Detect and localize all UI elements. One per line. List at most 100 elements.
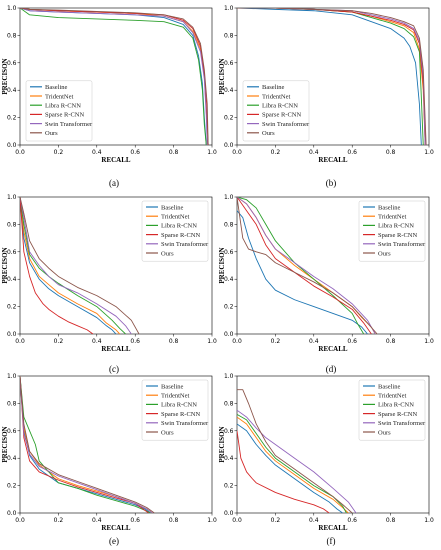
y-tick-label: 0.8 [7, 32, 17, 39]
y-tick-label: 0.2 [224, 304, 234, 311]
x-tick-label: 1.0 [207, 149, 217, 156]
series-line-baseline [20, 197, 117, 334]
x-tick-label: 0.4 [92, 338, 102, 345]
y-tick-label: 0.0 [224, 510, 234, 517]
panel-caption: (a) [109, 178, 119, 188]
y-tick-label: 0.0 [7, 331, 17, 338]
y-tick-label: 0.0 [7, 510, 17, 517]
legend-box [141, 200, 209, 262]
chart-panel-f: 0.0 0.2 0.4 0.6 0.8 1.0 0.0 0.2 0.4 0.6 0.8 1.0 RECA… [218, 373, 434, 546]
y-tick-label: 0.2 [224, 483, 234, 490]
y-tick-label: 0.4 [7, 276, 17, 283]
legend-entry: Libra R-CNN [161, 223, 197, 230]
legend-box [141, 379, 209, 441]
series-line-swin-transformer [237, 197, 376, 334]
legend-entry: Ours [161, 250, 174, 257]
series-line-sparse-r-cnn [237, 430, 330, 513]
x-tick-label: 0.0 [232, 338, 242, 345]
legend-entry: TridentNet [262, 93, 290, 100]
x-tick-label: 0.8 [386, 149, 396, 156]
legend-entry: Swin Transformer [378, 241, 426, 248]
legend: Baseline TridentNet Libra R-CNN Sparse R-CN… [141, 200, 209, 262]
x-tick-label: 0.0 [232, 149, 242, 156]
legend: Baseline TridentNet Libra R-CNN Sparse R-CN… [25, 80, 93, 142]
x-tick-label: 0.6 [347, 149, 357, 156]
legend-entry: Ours [45, 130, 58, 137]
legend-entry: Swin Transformer [161, 241, 209, 248]
legend-entry: Baseline [161, 383, 183, 390]
x-tick-label: 0.0 [15, 149, 25, 156]
chart-panel-c: 0.0 0.2 0.4 0.6 0.8 1.0 0.0 0.2 0.4 0.6 0.8 1.0 RECA… [1, 194, 217, 374]
y-tick-label: 0.4 [7, 455, 17, 462]
series-line-sparse-r-cnn [20, 376, 149, 513]
legend-entry: Libra R-CNN [161, 402, 197, 409]
y-axis-label: PRECISON [218, 58, 226, 94]
legend: Baseline TridentNet Libra R-CNN Sparse R-CN… [358, 379, 426, 441]
x-axis-label: RECALL [101, 524, 131, 532]
y-tick-label: 0.6 [7, 60, 17, 67]
x-tick-label: 0.2 [54, 149, 64, 156]
legend-box [25, 80, 93, 142]
x-tick-label: 0.8 [386, 338, 396, 345]
y-axis-label: PRECISON [218, 247, 226, 283]
legend-box [358, 200, 426, 262]
legend-box [242, 80, 310, 142]
x-tick-label: 0.2 [271, 517, 281, 524]
y-tick-label: 0.8 [7, 400, 17, 407]
panel-caption: (c) [109, 364, 119, 374]
series-line-libra-r-cnn [237, 413, 347, 513]
x-tick-label: 0.8 [169, 517, 179, 524]
series-line-ours [20, 376, 155, 513]
legend-entry: TridentNet [161, 393, 189, 400]
series-line-swin-transformer [20, 376, 153, 513]
series-line-tridentnet [237, 416, 349, 513]
x-axis-label: RECALL [101, 345, 131, 353]
series-line-libra-r-cnn [20, 376, 151, 513]
y-tick-label: 0.0 [224, 142, 234, 149]
y-tick-label: 0.6 [224, 428, 234, 435]
y-tick-label: 0.4 [224, 455, 234, 462]
series-line-baseline [237, 8, 422, 145]
y-tick-label: 0.2 [7, 115, 17, 122]
chart-panel-a: 0.0 0.2 0.4 0.6 0.8 1.0 0.0 0.2 0.4 0.6 0.8 1.0 RECA… [1, 5, 217, 188]
y-tick-label: 0.6 [7, 249, 17, 256]
series-line-swin-transformer [20, 197, 132, 334]
y-tick-label: 0.2 [7, 304, 17, 311]
x-tick-label: 0.4 [92, 517, 102, 524]
panel-caption: (e) [109, 536, 119, 546]
x-tick-label: 0.8 [169, 149, 179, 156]
legend-entry: Ours [161, 429, 174, 436]
legend-entry: Swin Transformer [161, 420, 209, 427]
legend-entry: Swin Transformer [45, 121, 93, 128]
y-tick-label: 0.8 [224, 32, 234, 39]
legend-entry: Sparse R-CNN [161, 411, 200, 418]
series-line-tridentnet [20, 197, 121, 334]
legend-entry: TridentNet [378, 214, 406, 221]
series-line-ours [237, 389, 353, 513]
x-tick-label: 0.6 [130, 517, 140, 524]
x-tick-label: 0.6 [347, 338, 357, 345]
legend-entry: Libra R-CNN [378, 223, 414, 230]
y-tick-label: 0.6 [224, 60, 234, 67]
x-tick-label: 0.0 [232, 517, 242, 524]
x-tick-label: 0.0 [15, 338, 25, 345]
legend-entry: Libra R-CNN [378, 402, 414, 409]
series-line-ours [237, 8, 427, 145]
series-line-libra-r-cnn [20, 8, 207, 145]
x-tick-label: 0.0 [15, 517, 25, 524]
x-tick-label: 0.4 [309, 517, 319, 524]
y-tick-label: 1.0 [224, 194, 234, 201]
y-tick-label: 0.2 [224, 115, 234, 122]
y-tick-label: 0.2 [7, 483, 17, 490]
x-tick-label: 0.4 [92, 149, 102, 156]
x-tick-label: 0.2 [271, 338, 281, 345]
x-tick-label: 0.6 [130, 338, 140, 345]
y-tick-label: 0.4 [7, 87, 17, 94]
x-tick-label: 0.4 [309, 149, 319, 156]
y-tick-label: 0.4 [224, 276, 234, 283]
x-tick-label: 0.2 [54, 338, 64, 345]
x-axis-label: RECALL [318, 156, 348, 164]
series-line-swin-transformer [20, 8, 208, 145]
legend-entry: TridentNet [161, 214, 189, 221]
y-axis-label: PRECISON [1, 247, 9, 283]
